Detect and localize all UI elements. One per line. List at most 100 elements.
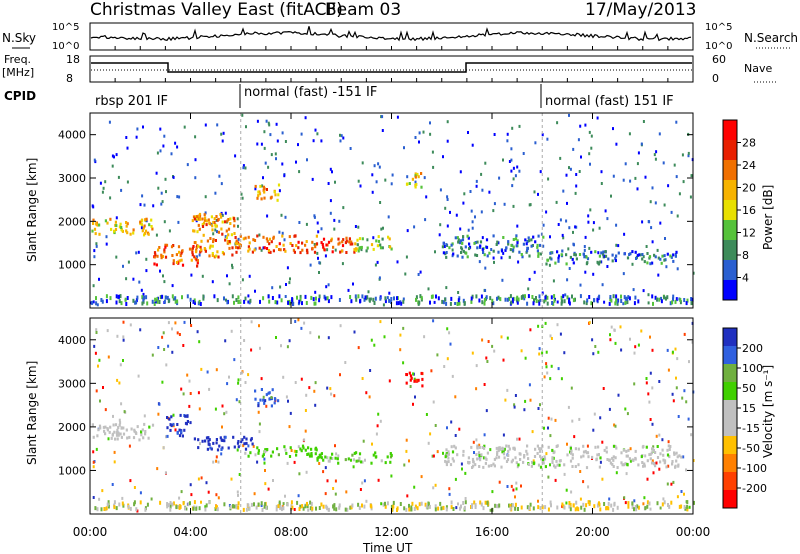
scatter-cell — [473, 451, 475, 454]
echo-cell — [583, 255, 586, 259]
ground-cell — [358, 505, 361, 510]
echo-cell — [551, 461, 554, 464]
echo-cell — [237, 246, 240, 250]
ground-cell — [135, 298, 138, 303]
ground-cell — [508, 503, 510, 508]
ground-cell — [100, 507, 103, 512]
ground-cell — [235, 298, 238, 302]
scatter-cell — [472, 440, 475, 444]
echo-cell — [277, 183, 281, 187]
echo-cell — [620, 451, 623, 455]
scatter-cell — [150, 497, 153, 501]
echo-cell — [141, 229, 144, 233]
echo-cell — [445, 452, 448, 456]
ground-cell — [292, 301, 295, 306]
echo-cell — [207, 439, 210, 443]
cpid-label: CPID — [4, 89, 36, 103]
echo-cell — [377, 235, 380, 239]
echo-cell — [641, 461, 644, 464]
echo-cell — [515, 234, 518, 238]
scatter-cell — [377, 478, 380, 482]
echo-cell — [304, 448, 307, 452]
ground-cell — [338, 505, 341, 510]
echo-cell — [331, 250, 334, 254]
scatter-cell — [615, 223, 618, 227]
scatter-cell — [357, 179, 360, 183]
echo-cell — [669, 445, 672, 448]
ground-cell — [390, 297, 393, 301]
scatter-cell — [294, 381, 297, 384]
ground-cell — [154, 297, 157, 302]
echo-cell — [512, 248, 515, 252]
colorbar-swatch — [723, 472, 737, 491]
scatter-cell — [512, 488, 515, 492]
scatter-cell — [378, 165, 381, 169]
echo-cell — [292, 248, 295, 252]
echo-cell — [501, 450, 504, 454]
echo-cell — [209, 446, 212, 450]
echo-cell — [482, 251, 485, 254]
scatter-cell — [527, 287, 530, 291]
ground-cell — [499, 297, 502, 302]
ground-cell — [405, 507, 408, 512]
scatter-cell — [446, 120, 449, 124]
echo-cell — [160, 256, 163, 260]
ground-cell — [364, 295, 367, 300]
scatter-cell — [486, 360, 489, 363]
scatter-cell — [547, 416, 550, 420]
ground-cell — [424, 502, 427, 507]
ground-cell — [440, 506, 443, 511]
echo-cell — [649, 457, 652, 461]
scatter-cell — [283, 238, 286, 242]
echo-cell — [284, 249, 287, 253]
echo-cell — [266, 448, 269, 451]
scatter-cell — [151, 353, 154, 357]
scatter-cell — [455, 213, 458, 217]
scatter-cell — [425, 195, 428, 199]
ground-cell — [623, 295, 626, 300]
echo-cell — [352, 458, 355, 462]
scatter-cell — [113, 450, 116, 454]
echo-cell — [120, 435, 123, 439]
echo-cell — [506, 458, 510, 462]
ground-cell — [282, 506, 285, 511]
scatter-cell — [172, 297, 175, 301]
scatter-cell — [263, 461, 266, 465]
scatter-cell — [379, 320, 382, 324]
ground-cell — [620, 294, 622, 299]
scatter-cell — [563, 472, 566, 476]
echo-cell — [495, 446, 498, 450]
ground-cell — [306, 501, 308, 506]
echo-cell — [330, 239, 333, 243]
colorbar-swatch — [723, 120, 737, 141]
ground-cell — [101, 299, 104, 304]
ground-cell — [568, 501, 571, 505]
scatter-cell — [604, 209, 607, 213]
echo-cell — [277, 193, 280, 197]
scatter-cell — [215, 368, 218, 372]
scatter-cell — [360, 248, 363, 252]
ground-cell — [651, 294, 654, 299]
echo-cell — [586, 257, 590, 261]
scatter-cell — [529, 203, 532, 207]
scatter-cell — [102, 386, 104, 389]
ground-cell — [296, 500, 299, 505]
echo-cell — [541, 460, 544, 463]
scatter-cell — [290, 449, 293, 452]
echo-cell — [549, 251, 552, 255]
echo-cell — [606, 458, 609, 461]
echo-cell — [111, 433, 114, 437]
scatter-cell — [628, 132, 631, 136]
ground-cell — [445, 507, 448, 512]
scatter-cell — [381, 115, 384, 119]
ground-cell — [163, 299, 166, 304]
ground-cell — [560, 295, 563, 300]
ground-cell — [174, 296, 177, 301]
scatter-cell — [574, 225, 577, 229]
scatter-cell — [575, 225, 578, 229]
echo-cell — [481, 446, 484, 449]
ground-cell — [193, 298, 196, 303]
scatter-cell — [578, 417, 581, 421]
colorbar-frame — [722, 327, 738, 509]
colorbar-tick-label: 50 — [742, 382, 756, 395]
